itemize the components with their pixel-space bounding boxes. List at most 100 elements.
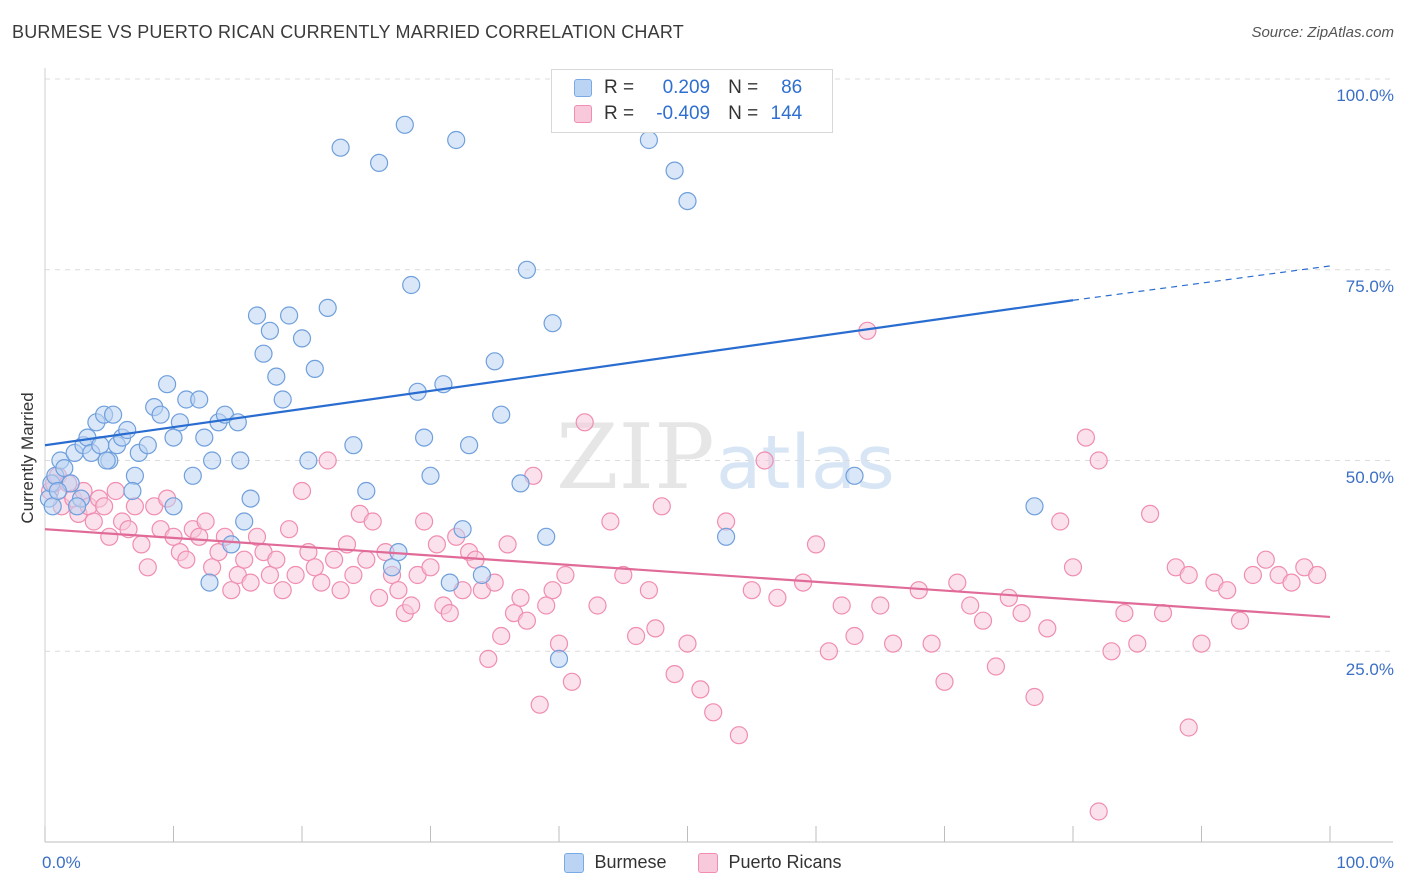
- puerto-ricans-point: [589, 597, 606, 614]
- puerto-ricans-point: [1090, 803, 1107, 820]
- burmese-swatch: [574, 79, 592, 97]
- puerto-ricans-point: [653, 498, 670, 515]
- puerto-ricans-point: [268, 551, 285, 568]
- burmese-point: [268, 368, 285, 385]
- puerto-ricans-point: [261, 567, 278, 584]
- puerto-ricans-point: [1283, 574, 1300, 591]
- burmese-point: [640, 132, 657, 149]
- puerto-ricans-point: [705, 704, 722, 721]
- burmese-point: [1026, 498, 1043, 515]
- puerto-ricans-point: [923, 635, 940, 652]
- puerto-ricans-point: [576, 414, 593, 431]
- puerto-ricans-point: [345, 567, 362, 584]
- burmese-point: [255, 345, 272, 362]
- burmese-point: [56, 460, 73, 477]
- puerto-ricans-point: [1193, 635, 1210, 652]
- puerto-ricans-point: [538, 597, 555, 614]
- burmese-point: [294, 330, 311, 347]
- burmese-point: [196, 429, 213, 446]
- puerto-ricans-point: [975, 612, 992, 629]
- burmese-point: [679, 193, 696, 210]
- puerto-ricans-point: [326, 551, 343, 568]
- puerto-ricans-point: [332, 582, 349, 599]
- puerto-ricans-point: [1219, 582, 1236, 599]
- burmese-point: [119, 422, 136, 439]
- puerto-ricans-point: [499, 536, 516, 553]
- puerto-ricans-point: [518, 612, 535, 629]
- burmese-point: [493, 406, 510, 423]
- puerto-ricans-point: [242, 574, 259, 591]
- burmese-point: [204, 452, 221, 469]
- burmese-point: [846, 467, 863, 484]
- puerto-ricans-point: [101, 528, 118, 545]
- puerto-ricans-point: [743, 582, 760, 599]
- burmese-trend-extension: [1073, 266, 1330, 300]
- puerto-ricans-point: [936, 673, 953, 690]
- puerto-ricans-point: [602, 513, 619, 530]
- puerto-ricans-n-value: 144: [758, 103, 802, 125]
- burmese-point: [171, 414, 188, 431]
- puerto-ricans-point: [833, 597, 850, 614]
- puerto-ricans-point: [795, 574, 812, 591]
- puerto-ricans-point: [679, 635, 696, 652]
- puerto-ricans-point: [96, 498, 113, 515]
- y-tick-50: 50.0%: [1346, 468, 1394, 488]
- y-tick-25: 25.0%: [1346, 660, 1394, 680]
- r-label: R =: [604, 103, 634, 125]
- puerto-ricans-point: [281, 521, 298, 538]
- burmese-point: [384, 559, 401, 576]
- scatter-chart: ZIP atlas: [0, 0, 1406, 892]
- puerto-ricans-point: [846, 628, 863, 645]
- puerto-ricans-point: [306, 559, 323, 576]
- series-legend: Burmese Puerto Ricans: [0, 852, 1406, 873]
- puerto-ricans-point: [512, 589, 529, 606]
- puerto-ricans-point: [1142, 505, 1159, 522]
- stats-legend: R = 0.209 N = 86 R = -0.409 N = 144: [551, 69, 833, 133]
- puerto-ricans-point: [364, 513, 381, 530]
- puerto-ricans-point: [563, 673, 580, 690]
- puerto-ricans-point: [107, 483, 124, 500]
- burmese-point: [396, 116, 413, 133]
- puerto-ricans-point: [1309, 567, 1326, 584]
- puerto-ricans-point: [197, 513, 214, 530]
- puerto-ricans-point: [1244, 567, 1261, 584]
- puerto-ricans-point: [962, 597, 979, 614]
- puerto-ricans-point: [133, 536, 150, 553]
- puerto-ricans-point: [403, 597, 420, 614]
- burmese-point: [441, 574, 458, 591]
- burmese-point: [49, 483, 66, 500]
- burmese-point: [416, 429, 433, 446]
- puerto-ricans-point: [1180, 567, 1197, 584]
- puerto-ricans-point: [820, 643, 837, 660]
- burmese-point: [403, 277, 420, 294]
- burmese-point: [358, 483, 375, 500]
- legend-item-puerto-ricans[interactable]: Puerto Ricans: [698, 852, 841, 873]
- burmese-point: [124, 483, 141, 500]
- burmese-point: [152, 406, 169, 423]
- puerto-ricans-point: [949, 574, 966, 591]
- burmese-legend-label: Burmese: [594, 852, 666, 873]
- puerto-ricans-point: [692, 681, 709, 698]
- n-label: N =: [728, 77, 758, 99]
- puerto-ricans-point: [987, 658, 1004, 675]
- burmese-point: [184, 467, 201, 484]
- puerto-ricans-point: [139, 559, 156, 576]
- burmese-point: [422, 467, 439, 484]
- puerto-ricans-point: [872, 597, 889, 614]
- legend-item-burmese[interactable]: Burmese: [564, 852, 666, 873]
- burmese-point: [232, 452, 249, 469]
- puerto-ricans-point: [1257, 551, 1274, 568]
- burmese-point: [69, 498, 86, 515]
- puerto-ricans-point: [769, 589, 786, 606]
- puerto-ricans-point: [531, 696, 548, 713]
- burmese-point: [261, 322, 278, 339]
- puerto-ricans-point: [416, 513, 433, 530]
- burmese-point: [236, 513, 253, 530]
- puerto-ricans-point: [204, 559, 221, 576]
- burmese-point: [371, 154, 388, 171]
- puerto-ricans-point: [551, 635, 568, 652]
- puerto-ricans-point: [1116, 605, 1133, 622]
- puerto-ricans-point: [294, 483, 311, 500]
- burmese-point: [512, 475, 529, 492]
- burmese-r-value: 0.209: [634, 77, 710, 99]
